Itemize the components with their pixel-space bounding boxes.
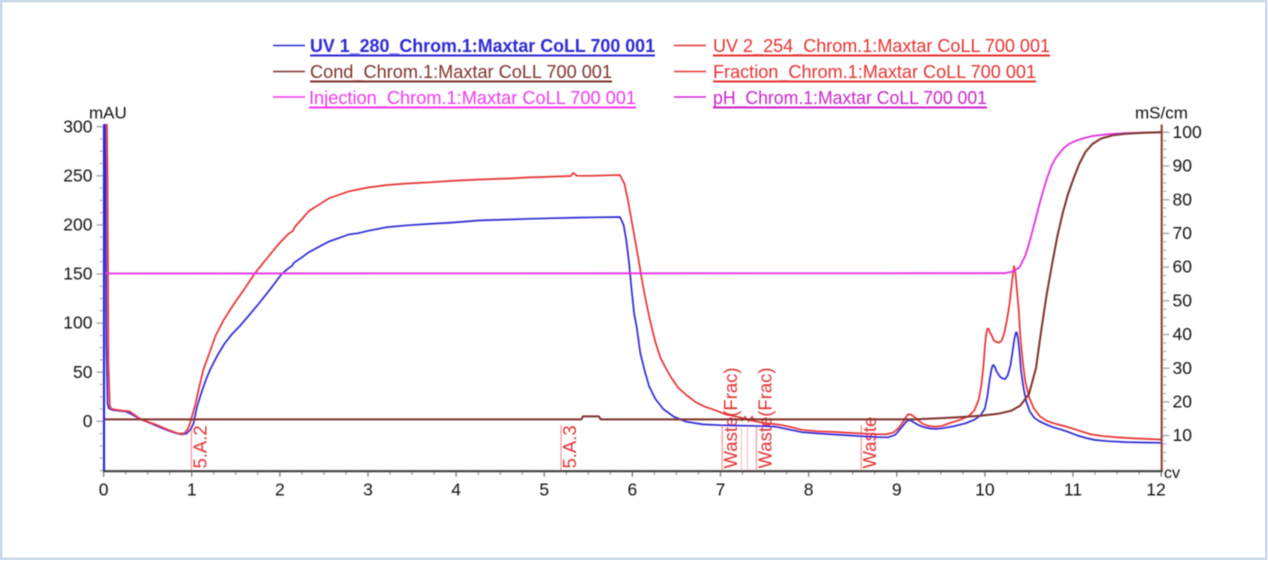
svg-text:Cond_Chrom.1:Maxtar CoLL 700 0: Cond_Chrom.1:Maxtar CoLL 700 001 bbox=[310, 62, 612, 83]
svg-text:200: 200 bbox=[63, 215, 92, 235]
svg-text:3: 3 bbox=[363, 480, 373, 500]
svg-text:10: 10 bbox=[1173, 425, 1193, 445]
svg-text:mS/cm: mS/cm bbox=[1135, 104, 1188, 123]
svg-text:Fraction_Chrom.1:Maxtar CoLL 7: Fraction_Chrom.1:Maxtar CoLL 700 001 bbox=[713, 62, 1036, 83]
svg-text:70: 70 bbox=[1173, 223, 1193, 243]
svg-text:2: 2 bbox=[275, 480, 285, 500]
svg-text:300: 300 bbox=[63, 116, 92, 136]
svg-text:5: 5 bbox=[539, 480, 549, 500]
svg-text:1: 1 bbox=[187, 480, 197, 500]
svg-text:pH_Chrom.1:Maxtar CoLL 700 001: pH_Chrom.1:Maxtar CoLL 700 001 bbox=[713, 88, 987, 109]
svg-text:40: 40 bbox=[1173, 324, 1193, 344]
svg-text:50: 50 bbox=[1173, 290, 1193, 310]
svg-text:5.A.2: 5.A.2 bbox=[189, 425, 210, 468]
svg-text:cv: cv bbox=[1164, 465, 1180, 482]
svg-text:4: 4 bbox=[451, 480, 461, 500]
svg-text:50: 50 bbox=[73, 362, 93, 382]
svg-text:9: 9 bbox=[892, 480, 902, 500]
svg-text:90: 90 bbox=[1173, 156, 1193, 176]
svg-text:UV 2_254_Chrom.1:Maxtar CoLL 7: UV 2_254_Chrom.1:Maxtar CoLL 700 001 bbox=[713, 36, 1050, 57]
svg-text:mAU: mAU bbox=[89, 104, 127, 123]
svg-text:8: 8 bbox=[804, 480, 814, 500]
svg-text:80: 80 bbox=[1173, 189, 1193, 209]
svg-text:Injection_Chrom.1:Maxtar CoLL: Injection_Chrom.1:Maxtar CoLL 700 001 bbox=[309, 88, 636, 109]
svg-text:5.A.3: 5.A.3 bbox=[559, 425, 580, 468]
svg-text:60: 60 bbox=[1173, 257, 1193, 277]
svg-text:12: 12 bbox=[1146, 480, 1165, 500]
svg-text:30: 30 bbox=[1173, 358, 1193, 378]
svg-text:20: 20 bbox=[1173, 392, 1193, 412]
svg-text:7: 7 bbox=[716, 480, 726, 500]
svg-text:0: 0 bbox=[83, 411, 93, 431]
svg-text:0: 0 bbox=[99, 480, 109, 500]
svg-text:250: 250 bbox=[63, 165, 92, 185]
svg-text:150: 150 bbox=[63, 264, 92, 284]
svg-text:100: 100 bbox=[1173, 122, 1202, 142]
svg-text:Waste: Waste bbox=[859, 417, 880, 469]
svg-text:Waste(Frac): Waste(Frac) bbox=[720, 367, 741, 468]
svg-text:10: 10 bbox=[975, 480, 995, 500]
svg-text:Waste(Frac): Waste(Frac) bbox=[754, 367, 775, 468]
svg-text:6: 6 bbox=[628, 480, 638, 500]
svg-text:100: 100 bbox=[63, 313, 92, 333]
svg-text:UV 1_280_Chrom.1:Maxtar CoLL 7: UV 1_280_Chrom.1:Maxtar CoLL 700 001 bbox=[310, 36, 655, 56]
svg-text:11: 11 bbox=[1064, 480, 1082, 500]
